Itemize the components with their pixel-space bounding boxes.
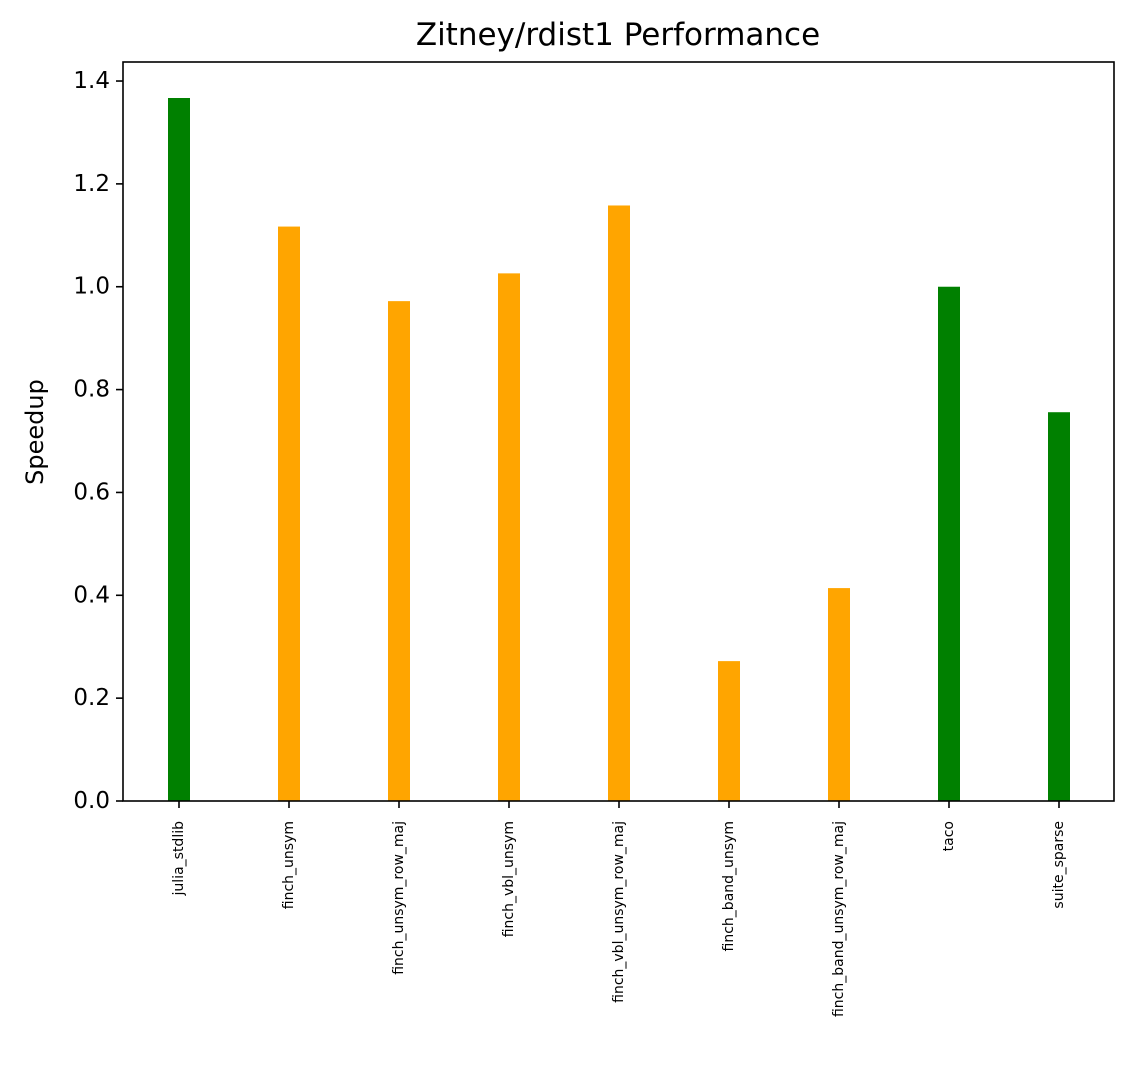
x-tick-label: finch_band_unsym xyxy=(721,821,737,951)
x-tick-label: suite_sparse xyxy=(1051,821,1067,909)
bar-finch-vbl-unsym xyxy=(498,273,520,802)
bar-suite-sparse xyxy=(1048,412,1070,801)
chart-title: Zitney/rdist1 Performance xyxy=(416,17,820,53)
x-tick-label: finch_vbl_unsym xyxy=(501,821,517,937)
bar-julia-stdlib xyxy=(168,98,190,801)
y-tick-label: 0.2 xyxy=(73,685,110,711)
bar-finch-band-unsym-row-maj xyxy=(828,588,850,801)
y-tick-label: 1.4 xyxy=(73,68,110,94)
x-tick-label: finch_band_unsym_row_maj xyxy=(831,821,847,1017)
y-tick-label: 0.8 xyxy=(73,377,110,403)
bar-finch-unsym-row-maj xyxy=(388,301,410,801)
bar-taco xyxy=(938,286,960,801)
y-tick-label: 0.6 xyxy=(73,479,110,505)
x-ticks-group: julia_stdlib finch_unsym finch_unsym_row_m… xyxy=(171,801,1067,1017)
bars-group xyxy=(168,98,1070,802)
bar-finch-band-unsym xyxy=(718,661,740,801)
bar-finch-unsym xyxy=(278,226,300,801)
y-tick-label: 1.0 xyxy=(73,274,110,300)
y-tick-label: 0.4 xyxy=(73,582,110,608)
y-ticks-group: 0.0 0.2 0.4 0.6 0.8 1.0 1.2 1.4 xyxy=(73,68,123,814)
plot-area-frame xyxy=(122,61,1115,802)
x-tick-label: julia_stdlib xyxy=(171,821,187,897)
x-tick-label: finch_unsym xyxy=(281,821,297,909)
y-tick-label: 1.2 xyxy=(73,171,110,197)
bar-finch-vbl-unsym-row-maj xyxy=(608,205,630,802)
x-tick-label: finch_vbl_unsym_row_maj xyxy=(611,821,627,1003)
y-tick-label: 0.0 xyxy=(73,788,110,814)
y-axis-label: Speedup xyxy=(21,379,49,485)
x-tick-label: taco xyxy=(941,821,957,851)
x-tick-label: finch_unsym_row_maj xyxy=(391,821,407,975)
